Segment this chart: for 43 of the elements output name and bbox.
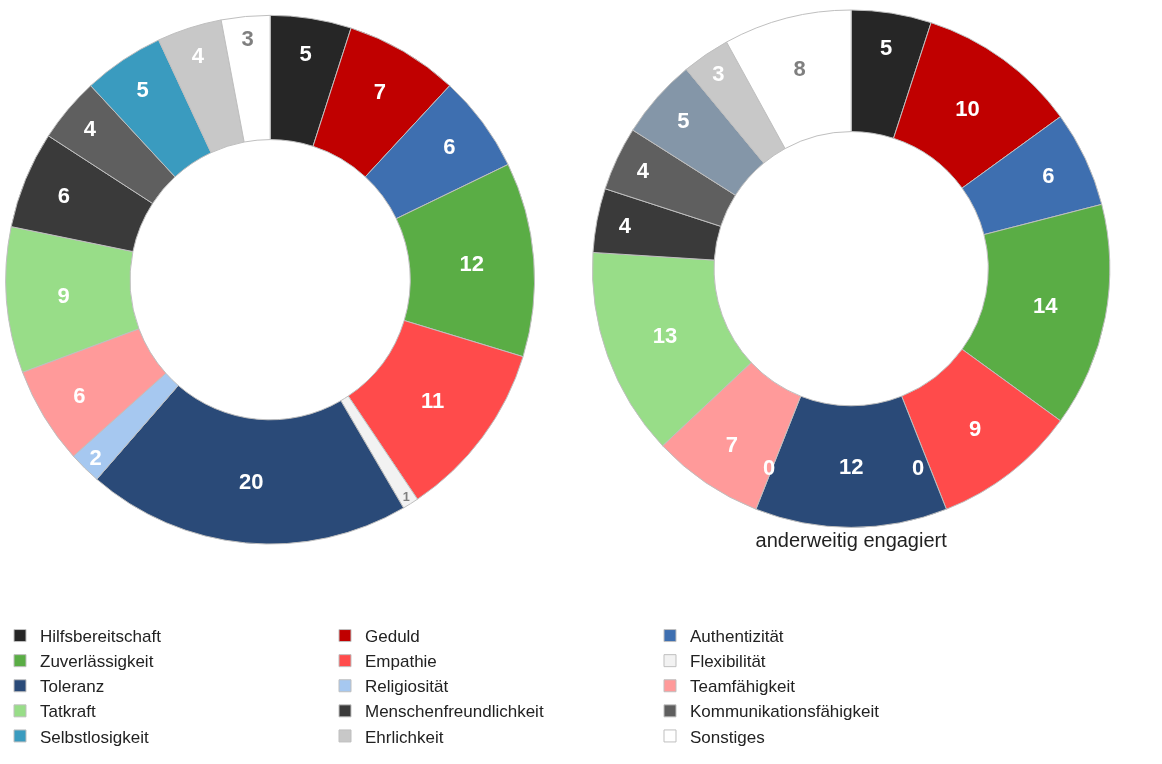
data-label: 6 [1042,163,1055,189]
legend-label: Selbstlosigkeit [40,727,149,747]
data-label: 12 [838,454,864,480]
legend-label: Kommunikationsfähigkeit [690,702,880,722]
data-label: 10 [955,96,980,122]
data-label: 11 [421,387,445,413]
data-label: 6 [73,382,86,408]
data-label: 7 [373,79,386,105]
legend-label: Authentizität [690,627,784,647]
legend-label: Zuverlässigkeit [40,652,154,672]
data-label: 9 [57,283,70,309]
legend-label: Empathie [365,652,437,672]
data-label: 4 [83,115,97,141]
legend-label: Menschenfreundlichkeit [365,702,544,722]
data-label: 4 [636,158,650,184]
legend-label: Tatkraft [40,702,97,722]
data-label: 3 [241,26,254,52]
data-label: 9 [969,416,982,442]
data-label: 5 [677,108,690,134]
data-label: 4 [618,213,632,239]
legend-label: Toleranz [40,677,105,697]
legend-label: Hilfsbereitschaft [40,627,162,647]
data-label: 5 [299,41,312,67]
data-label: 2 [89,444,102,470]
data-label: 7 [725,431,738,457]
data-label: 1 [402,490,410,505]
legend-label: Sonstiges [690,727,765,747]
legend-label: Flexibilität [690,652,766,672]
data-label: 20 [239,468,264,494]
data-label: 12 [459,251,485,277]
legend-label: Teamfähigkeit [690,677,796,697]
text: anderweitig engagiert [755,529,948,552]
data-label: 5 [136,77,149,103]
legend-label: Geduld [365,627,420,647]
text: 0 [912,455,925,480]
data-label: 6 [443,134,456,160]
data-label: 8 [793,55,806,81]
data-label: 6 [57,182,70,208]
data-label: 13 [652,323,678,349]
data-label: 5 [880,35,893,61]
data-label: 14 [1032,293,1059,319]
legend-label: Religiosität [365,677,449,697]
legend-label: Ehrlichkeit [365,727,444,747]
